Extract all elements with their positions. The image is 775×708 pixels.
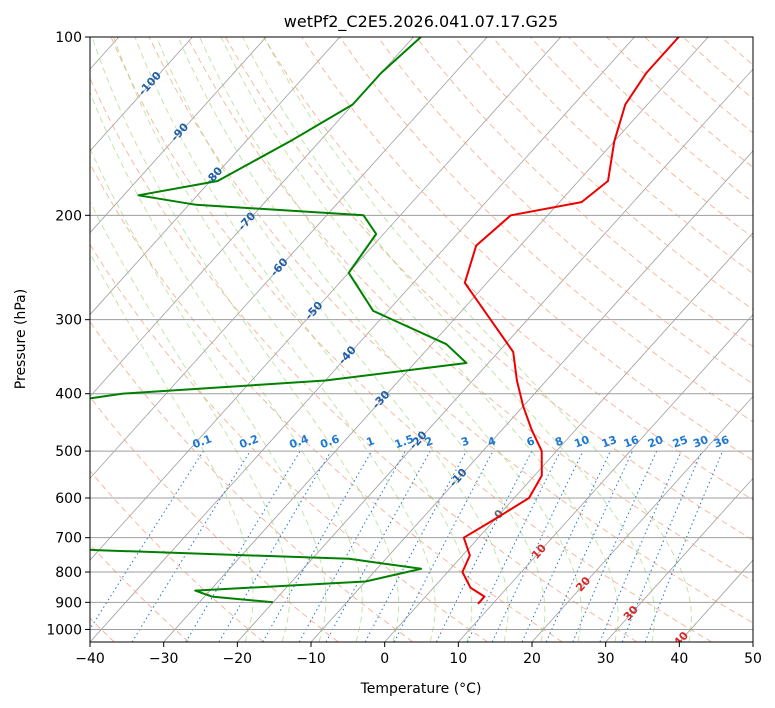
mixing-ratio-line: [521, 450, 611, 642]
temperature-profile-line: [461, 37, 680, 605]
isotherm-line: [237, 68, 753, 642]
chart-title: wetPf2_C2E5.2026.041.07.17.G25: [284, 12, 558, 32]
isotherm-line: [90, 37, 488, 479]
dry-adiabat-line: [90, 163, 563, 642]
mixing-ratio-label: 8: [553, 434, 565, 449]
y-tick-label: 1000: [46, 622, 82, 638]
mixing-ratio-line: [90, 450, 204, 630]
mixing-ratio-label: 0.6: [318, 432, 341, 451]
mixing-ratio-line: [218, 450, 332, 642]
moist-adiabat-line: [199, 37, 582, 642]
isotherm-line: [90, 37, 635, 642]
mixing-ratio-line: [364, 450, 467, 642]
dry-adiabat-line: [415, 37, 753, 348]
isotherm-line: [90, 37, 414, 398]
dry-adiabat-line: [110, 37, 712, 642]
dry-adiabat-line: [377, 37, 753, 385]
dry-adiabat-line: [90, 396, 339, 642]
moist-adiabat-line: [134, 37, 473, 642]
x-tick-label: 10: [449, 651, 467, 667]
moist-adiabat-line: [156, 37, 509, 642]
dewpoint-profile-line: [90, 37, 468, 604]
y-axis-label: Pressure (hPa): [13, 289, 29, 389]
y-tick-label: 400: [55, 387, 82, 403]
moist-adiabat-line: [113, 37, 436, 642]
y-axis: 100 200 300 400 500 600 700 800 900 1000: [46, 30, 90, 638]
y-tick-label: 700: [55, 531, 82, 547]
isotherm-line: [90, 37, 341, 316]
plot-frame: [89, 36, 754, 643]
plot-area: -100-90-80-70-60-50-40-30-20-10010203040…: [89, 36, 754, 643]
x-tick-label: 40: [670, 651, 688, 667]
mixing-ratio-line: [491, 450, 584, 642]
x-tick-label: 30: [597, 651, 615, 667]
y-tick-label: 600: [55, 491, 82, 507]
mixing-ratio-line: [185, 450, 301, 642]
mixing-ratio-label: 30: [691, 433, 710, 451]
moist-adiabat-line: [90, 91, 363, 642]
mixing-ratio-line: [131, 450, 251, 642]
isotherm-line: [90, 37, 193, 152]
mixing-ratio-label: 25: [671, 433, 690, 450]
sounding-series: [90, 37, 680, 605]
dry-adiabat-line: [453, 37, 753, 311]
x-tick-label: −10: [296, 651, 326, 667]
moist-adiabat-line: [90, 147, 327, 642]
moist-adiabat-line: [177, 37, 546, 642]
mixing-ratio-label: 6: [525, 434, 537, 449]
x-tick-label: 20: [523, 651, 541, 667]
mixing-ratio-label: 1: [365, 434, 377, 449]
moist-adiabat-line: [91, 37, 400, 642]
mixing-ratio-label: 13: [600, 433, 619, 450]
mixing-ratio-label: 36: [712, 433, 731, 451]
mixing-ratio-label: 20: [646, 433, 665, 451]
isotherm-line: [531, 395, 753, 642]
mixing-ratio-label: 2: [423, 434, 435, 449]
mixing-ratio-label: 4: [486, 434, 498, 449]
x-tick-label: −40: [75, 651, 105, 667]
mixing-ratio-label: 10: [572, 433, 591, 451]
moist-adiabat-line: [90, 200, 290, 642]
mixing-ratio-labels: 0.1 0.2 0.4 0.6 1 1.5 2 3 4 6 8 10 13 16 20 25 30 36: [191, 432, 731, 451]
isotherm-line: [384, 232, 753, 642]
isotherm-line: [90, 37, 267, 234]
pressure-gridlines: [90, 37, 753, 630]
moist-adiabat-line: [263, 37, 692, 642]
y-tick-label: 900: [55, 595, 82, 611]
x-tick-label: −30: [149, 651, 179, 667]
mixing-ratio-line: [325, 450, 431, 642]
moist-adiabat-line: [242, 37, 656, 642]
dry-adiabat-line: [148, 37, 753, 624]
dry-adiabat-line: [90, 320, 414, 642]
y-tick-label: 300: [55, 313, 82, 329]
dry-adiabat-line: [90, 470, 264, 642]
mixing-ratio-label: 16: [622, 433, 641, 451]
mixing-ratio-label: 3: [459, 434, 471, 449]
isotherm-line: [90, 37, 562, 561]
x-tick-label: 50: [744, 651, 762, 667]
x-tick-label: −20: [223, 651, 253, 667]
dry-adiabat-line: [90, 243, 488, 642]
isotherm-line: [458, 313, 753, 642]
y-tick-label: 800: [55, 565, 82, 581]
y-tick-label: 200: [55, 208, 82, 224]
x-axis: −40 −30 −20 −10 0 10 20 30 40 50: [75, 642, 762, 667]
x-axis-label: Temperature (°C): [360, 681, 482, 697]
dry-adiabat-line: [90, 543, 190, 642]
y-tick-label: 100: [55, 30, 82, 46]
isotherm-line: [605, 477, 753, 642]
mixing-ratio-label: 0.2: [238, 432, 261, 451]
mixing-ratio-label: 0.1: [191, 432, 214, 451]
x-tick-label: 0: [380, 651, 389, 667]
isotherm-line: [310, 150, 753, 642]
mixing-ratio-line: [467, 450, 561, 642]
mixing-ratio-label: 1.5: [393, 432, 416, 451]
y-tick-label: 500: [55, 444, 82, 460]
mixing-ratio-label: 0.4: [288, 432, 311, 451]
